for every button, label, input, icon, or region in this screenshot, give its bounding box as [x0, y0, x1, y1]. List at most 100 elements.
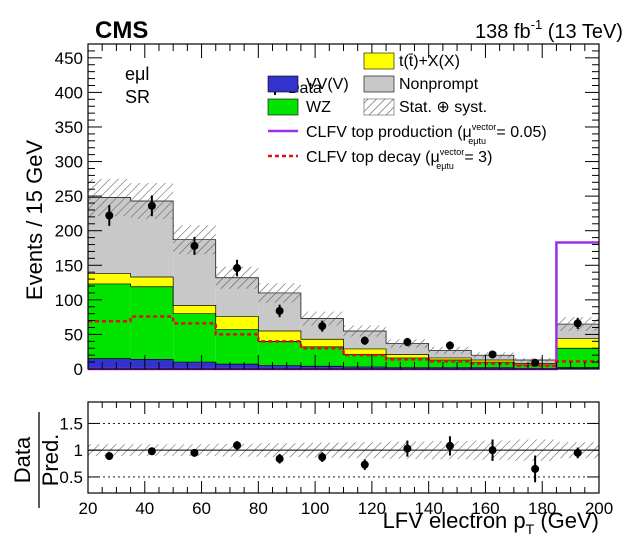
- main-ytick-label: 250: [55, 187, 83, 206]
- bar-vv-bin-2: [130, 359, 174, 369]
- ratio-ytick-label: 1: [74, 441, 83, 460]
- main-ytick-label: 0: [74, 360, 83, 379]
- main-ytick-label: 200: [55, 222, 83, 241]
- bar-vv-bin-12: [556, 367, 599, 369]
- experiment-label: CMS: [95, 17, 148, 44]
- legend-signal-decay-sub: eμtu: [436, 161, 454, 171]
- ratio-point-bin-12: [573, 448, 582, 457]
- legend-vv-swatch: [267, 75, 299, 93]
- legend-signal-decay-val: = 3): [460, 149, 492, 166]
- uncertainty-bin-5: [258, 283, 301, 303]
- data-point-bin-11: [531, 358, 540, 367]
- bar-wz-bin-5: [258, 341, 301, 366]
- ratio-xtick-label: 40: [135, 499, 154, 518]
- bar-wz-bin-6: [300, 346, 344, 367]
- legend-ttx-label: t(t̄)+X(X): [399, 53, 460, 70]
- channel-label: eμl: [125, 64, 149, 84]
- main-axes: 0 50 100 150 200 250 300 350 400 450: [55, 43, 600, 379]
- data-point-bin-8: [403, 338, 412, 347]
- ratio-point-bin-11: [531, 464, 540, 473]
- ratio-xtick-label: 200: [585, 499, 613, 518]
- data-points: [105, 195, 582, 367]
- data-point-bin-5: [275, 306, 284, 315]
- main-ytick-label: 150: [55, 256, 83, 275]
- bar-vv-bin-1: [88, 358, 131, 369]
- ratio-point-bin-9: [445, 441, 454, 450]
- ratio-xtick-label: 160: [471, 499, 499, 518]
- ratio-point-bin-2: [147, 447, 156, 456]
- x-axis-label-sub: T: [526, 521, 535, 537]
- data-point-bin-6: [318, 322, 327, 331]
- data-point-bin-3: [190, 241, 199, 250]
- bar-wz-bin-3: [173, 313, 216, 363]
- ratio-points: [105, 436, 582, 483]
- bar-wz-bin-7: [343, 354, 387, 367]
- legend-unc-swatch: [363, 98, 395, 116]
- bar-ttx-bin-8: [386, 354, 429, 358]
- ratio-xtick-label: 60: [192, 499, 211, 518]
- data-point-bin-2: [147, 201, 156, 210]
- main-ytick-label: 350: [55, 118, 83, 137]
- ratio-point-bin-8: [403, 444, 412, 453]
- bar-wz-bin-9: [428, 360, 472, 368]
- ratio-y-label-bottom: Pred.: [38, 434, 63, 487]
- legend-signal-decay-text: CLFV top decay (μ: [306, 149, 440, 166]
- ratio-point-bin-3: [190, 448, 199, 457]
- ratio-point-bin-10: [488, 446, 497, 455]
- lumi-label: 138 fb-1 (13 TeV): [475, 17, 623, 43]
- bar-ttx-bin-4: [215, 316, 259, 330]
- region-label: SR: [125, 87, 150, 107]
- ratio-xtick-label: 120: [358, 499, 386, 518]
- ratio-xtick-label: 140: [414, 499, 442, 518]
- legend-wz-label: WZ: [306, 99, 331, 116]
- ratio-point-bin-1: [105, 452, 114, 461]
- ratio-xtick-label: 100: [301, 499, 329, 518]
- ratio-point-bin-5: [275, 454, 284, 463]
- ratio-xtick-label: 180: [528, 499, 556, 518]
- ratio-xtick-label: 20: [79, 499, 98, 518]
- bar-ttx-bin-12: [556, 338, 599, 349]
- data-point-bin-7: [360, 336, 369, 345]
- bar-vv-bin-4: [215, 364, 259, 369]
- legend-nonprompt-swatch: [363, 75, 395, 93]
- main-ytick-label: 300: [55, 153, 83, 172]
- ratio-point-bin-4: [233, 441, 242, 450]
- main-ytick-label: 450: [55, 49, 83, 68]
- x-axis-label-text: LFV electron p: [383, 508, 526, 533]
- ratio-y-label-top: Data: [10, 436, 35, 483]
- bar-ttx-bin-9: [428, 357, 472, 361]
- bar-vv-bin-3: [173, 362, 216, 369]
- bar-ttx-bin-2: [130, 277, 174, 287]
- data-point-bin-1: [105, 211, 114, 220]
- main-ytick-label: 100: [55, 291, 83, 310]
- outline-ttx: [88, 273, 599, 364]
- stacked-histogram: [88, 197, 599, 369]
- data-point-bin-4: [233, 264, 242, 273]
- x-axis-label: LFV electron pT (GeV): [383, 508, 599, 537]
- legend-unc-label: Stat. ⊕ syst.: [399, 99, 487, 116]
- legend-signal-decay-sup: vector: [440, 147, 465, 157]
- ratio-point-bin-7: [360, 460, 369, 469]
- bar-vv-bin-5: [258, 365, 301, 369]
- ratio-point-bin-6: [318, 453, 327, 462]
- legend: Data VV(V) WZ t(t̄)+X(X) Nonprompt Stat.…: [267, 52, 547, 171]
- legend-signal-prod-text: CLFV top production (μ: [306, 124, 472, 141]
- bar-wz-bin-10: [471, 362, 514, 368]
- ratio-ytick-label: 0.5: [59, 468, 83, 487]
- lumi-value: 138 fb: [475, 21, 531, 43]
- bar-wz-bin-12: [556, 348, 599, 368]
- bar-ttx-bin-6: [300, 339, 344, 347]
- bar-wz-bin-2: [130, 286, 174, 360]
- bar-ttx-bin-3: [173, 305, 216, 314]
- uncertainty-bin-6: [300, 311, 344, 326]
- legend-signal-prod-label: CLFV top production (μvector eμtu = 0.05): [306, 122, 547, 146]
- legend-signal-prod-val: = 0.05): [492, 124, 547, 141]
- legend-signal-prod-sup: vector: [472, 122, 497, 132]
- legend-wz-swatch: [267, 98, 299, 116]
- legend-nonprompt-label: Nonprompt: [399, 76, 479, 93]
- legend-signal-decay-label: CLFV top decay (μvector eμtu = 3): [306, 147, 492, 171]
- uncertainty-bin-4: [215, 266, 259, 289]
- ratio-reference-lines: [88, 422, 599, 478]
- legend-vv-label: VV(V): [306, 76, 349, 93]
